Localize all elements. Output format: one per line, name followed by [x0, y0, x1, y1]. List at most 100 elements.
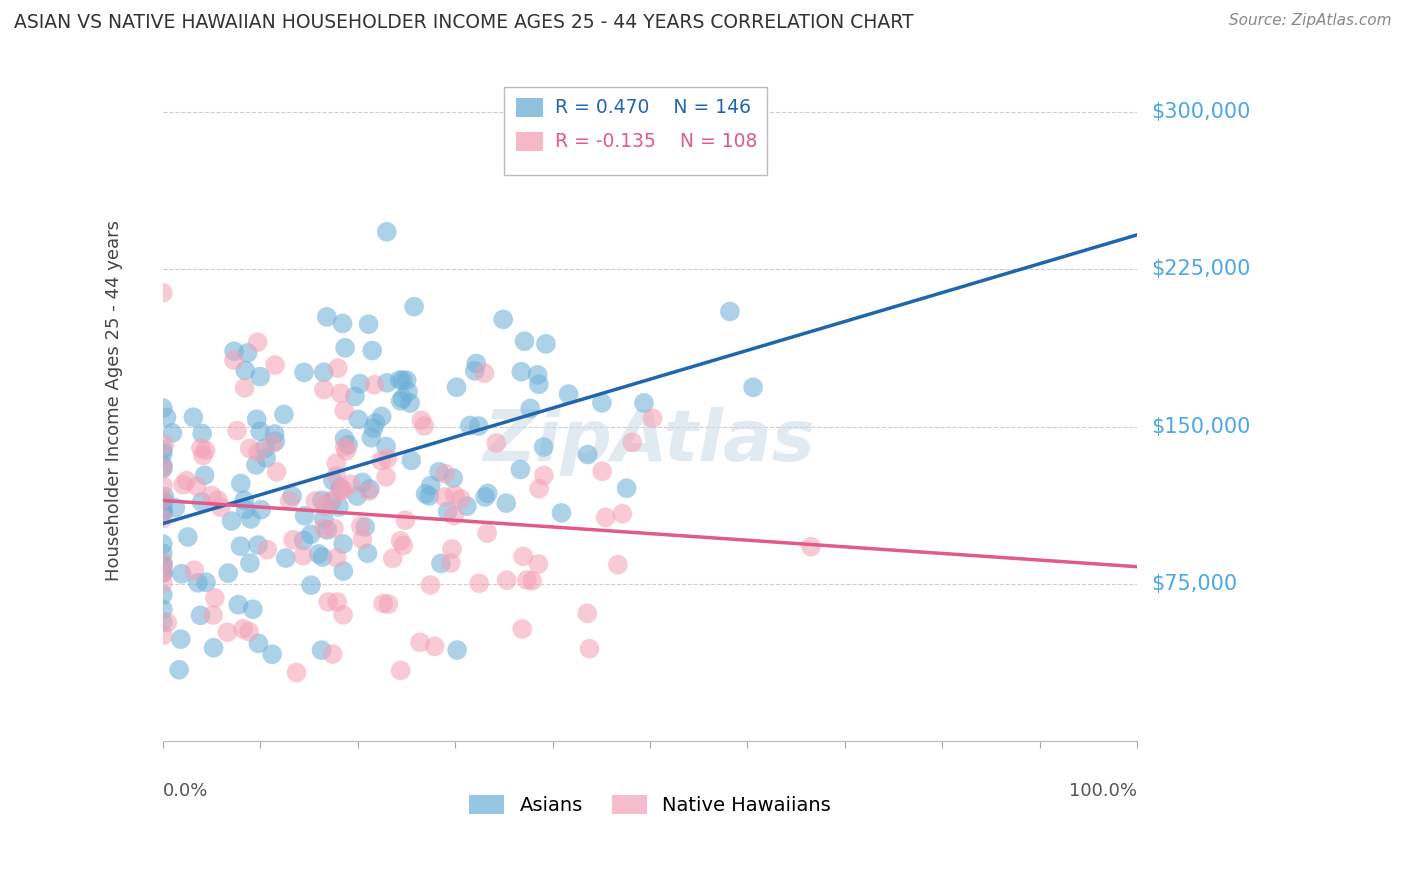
Point — [337, 438, 360, 452]
Point — [152, 504, 174, 518]
Point — [281, 533, 304, 547]
Point — [152, 615, 174, 630]
Point — [446, 643, 468, 657]
Point — [621, 435, 644, 450]
Point — [321, 495, 343, 509]
Text: $225,000: $225,000 — [1152, 260, 1250, 279]
Point — [165, 500, 187, 515]
Point — [578, 641, 600, 656]
Point — [413, 418, 436, 433]
Point — [527, 377, 550, 392]
Point — [292, 533, 315, 548]
Point — [221, 514, 243, 528]
Point — [249, 369, 271, 384]
Point — [495, 573, 517, 587]
Point — [177, 530, 200, 544]
Point — [361, 343, 384, 358]
Point — [375, 225, 398, 239]
FancyBboxPatch shape — [503, 87, 766, 176]
Point — [377, 597, 399, 611]
Point — [274, 551, 297, 566]
Text: ASIAN VS NATIVE HAWAIIAN HOUSEHOLDER INCOME AGES 25 - 44 YEARS CORRELATION CHART: ASIAN VS NATIVE HAWAIIAN HOUSEHOLDER INC… — [14, 13, 914, 32]
Point — [152, 494, 174, 508]
Point — [333, 440, 356, 454]
Point — [333, 403, 356, 417]
Point — [391, 373, 413, 387]
Point — [254, 450, 277, 465]
Point — [249, 425, 271, 439]
Point — [312, 522, 335, 536]
Point — [373, 597, 395, 611]
Point — [299, 527, 322, 541]
Point — [495, 496, 517, 510]
Point — [510, 365, 533, 379]
Point — [718, 304, 741, 318]
Point — [222, 353, 245, 368]
Point — [152, 401, 174, 415]
Point — [152, 461, 174, 475]
Point — [333, 432, 356, 446]
Point — [152, 566, 174, 581]
Point — [375, 376, 398, 390]
Point — [332, 607, 354, 622]
Point — [233, 381, 256, 395]
Point — [190, 495, 212, 509]
Point — [152, 628, 174, 642]
Point — [399, 396, 422, 410]
Point — [256, 542, 278, 557]
Text: $150,000: $150,000 — [1152, 417, 1250, 436]
Point — [195, 575, 218, 590]
Point — [423, 640, 446, 654]
Point — [388, 373, 411, 387]
Point — [458, 418, 481, 433]
Point — [477, 486, 499, 500]
Point — [322, 647, 344, 661]
Point — [312, 365, 335, 379]
Point — [162, 425, 184, 440]
Point — [370, 454, 392, 468]
Point — [616, 481, 638, 495]
Point — [152, 566, 174, 580]
Point — [247, 538, 270, 552]
Point — [352, 533, 374, 547]
Point — [202, 640, 225, 655]
Point — [325, 456, 347, 470]
Point — [152, 503, 174, 517]
Point — [343, 389, 366, 403]
Point — [381, 551, 404, 566]
Point — [308, 547, 330, 561]
Point — [194, 443, 217, 458]
Point — [742, 380, 765, 394]
Point — [152, 491, 174, 506]
Point — [190, 441, 212, 455]
Point — [411, 413, 433, 427]
Point — [172, 477, 194, 491]
Point — [375, 440, 398, 454]
Point — [415, 487, 437, 501]
Point — [273, 408, 295, 422]
Point — [513, 334, 536, 349]
Point — [191, 449, 214, 463]
Text: $75,000: $75,000 — [1152, 574, 1237, 594]
Point — [311, 493, 333, 508]
Point — [152, 576, 174, 591]
Point — [354, 520, 377, 534]
Point — [468, 576, 491, 591]
Point — [312, 512, 335, 526]
Point — [153, 490, 176, 504]
Point — [591, 464, 613, 478]
Point — [359, 482, 381, 496]
Point — [527, 557, 550, 571]
Point — [247, 445, 270, 459]
Point — [194, 468, 217, 483]
Point — [152, 546, 174, 560]
Point — [239, 442, 262, 456]
Point — [152, 285, 174, 300]
Point — [419, 478, 441, 492]
Point — [246, 335, 269, 350]
Point — [304, 494, 326, 508]
Point — [246, 412, 269, 426]
Point — [170, 566, 193, 581]
Point — [612, 507, 634, 521]
Point — [606, 558, 628, 572]
